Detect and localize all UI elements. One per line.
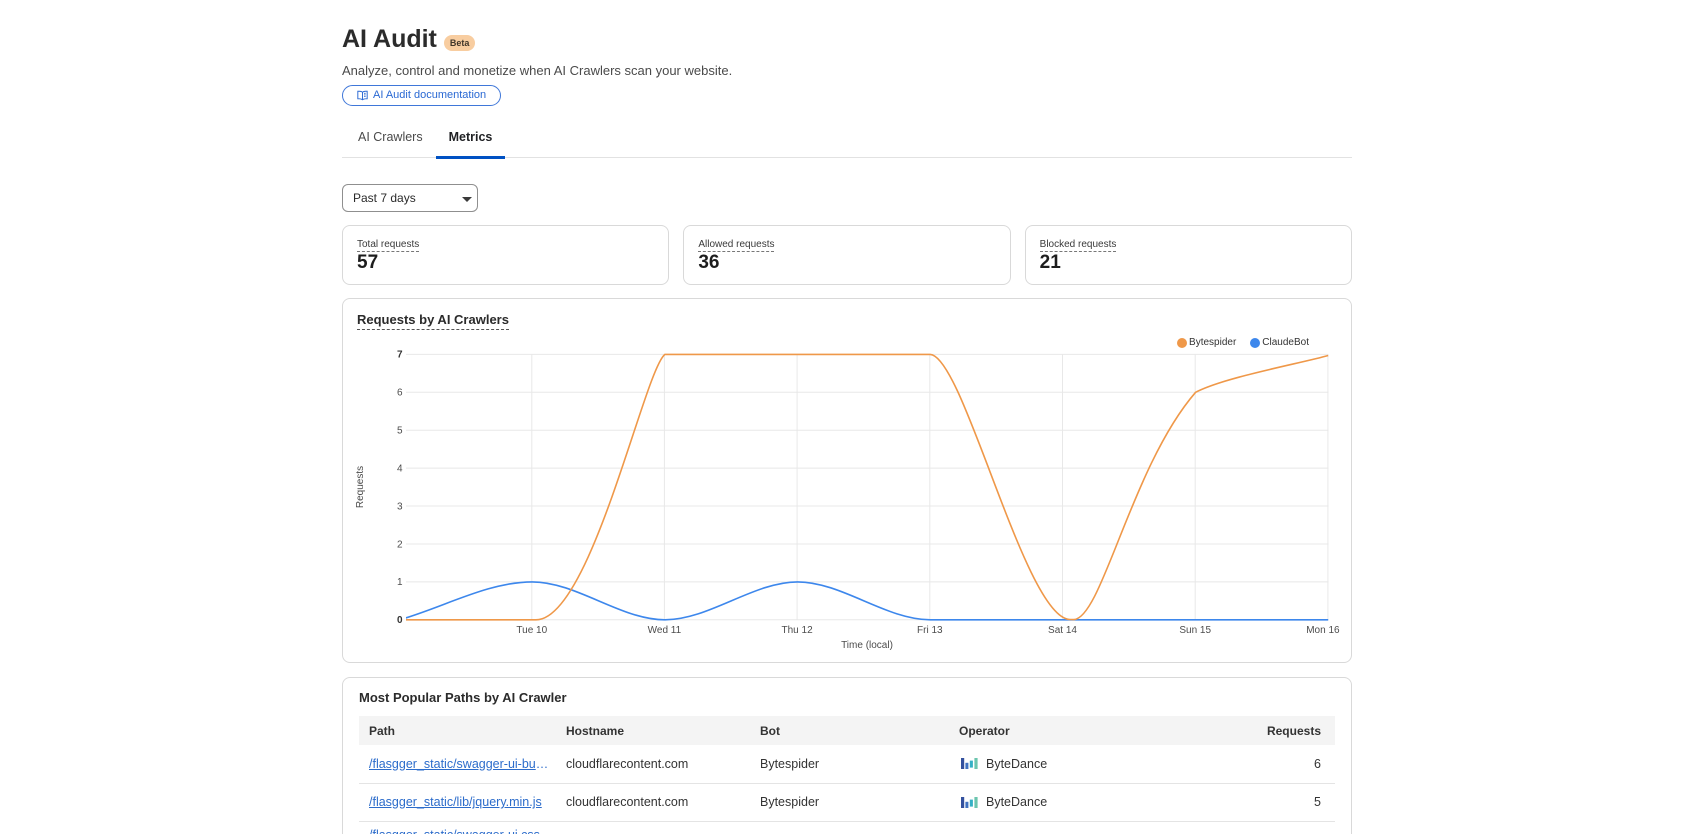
svg-text:Sat 14: Sat 14 xyxy=(1048,625,1077,636)
svg-text:Thu 12: Thu 12 xyxy=(782,625,814,636)
svg-text:Wed 11: Wed 11 xyxy=(648,625,682,636)
svg-text:6: 6 xyxy=(397,388,403,399)
svg-text:5: 5 xyxy=(397,426,403,437)
svg-text:0: 0 xyxy=(397,615,403,626)
svg-text:2: 2 xyxy=(397,539,403,550)
svg-text:Tue 10: Tue 10 xyxy=(516,625,547,636)
svg-text:4: 4 xyxy=(397,463,403,474)
svg-text:3: 3 xyxy=(397,501,403,512)
svg-text:Requests: Requests xyxy=(355,466,366,508)
svg-text:Sun 15: Sun 15 xyxy=(1179,625,1211,636)
svg-text:Time (local): Time (local) xyxy=(841,640,893,651)
svg-text:7: 7 xyxy=(397,350,403,361)
svg-text:1: 1 xyxy=(397,577,403,588)
svg-text:Fri 13: Fri 13 xyxy=(917,625,943,636)
svg-text:Mon 16: Mon 16 xyxy=(1306,625,1340,636)
